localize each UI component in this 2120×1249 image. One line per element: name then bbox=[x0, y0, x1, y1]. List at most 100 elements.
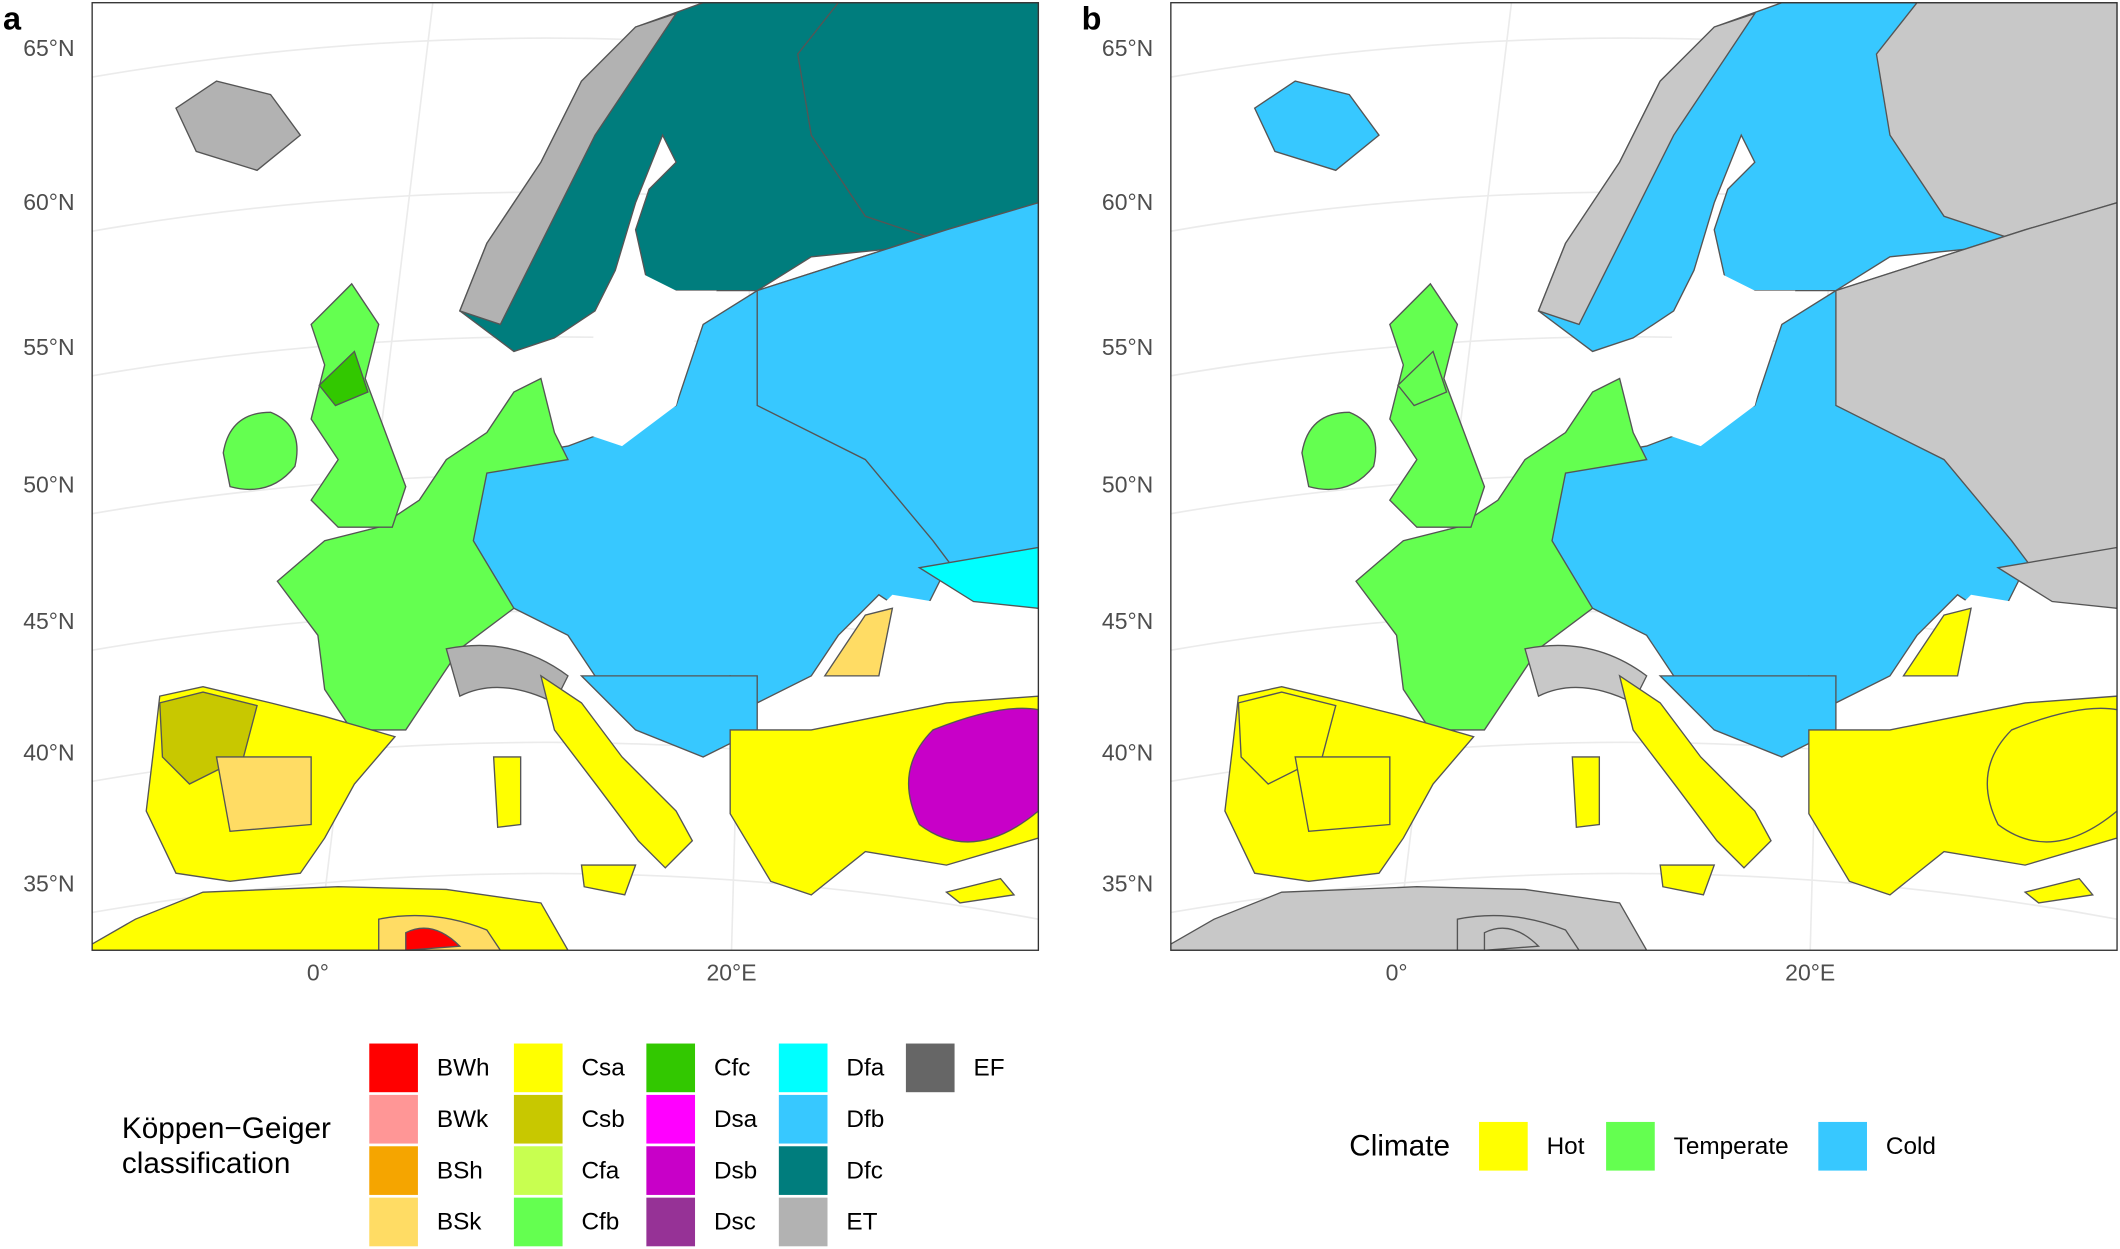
lat-label: 45°N bbox=[23, 608, 74, 634]
legend-label: Dfa bbox=[846, 1055, 884, 1082]
legend-label: Dsb bbox=[714, 1157, 757, 1184]
land-region bbox=[492, 756, 522, 829]
legend-swatch bbox=[1818, 1121, 1867, 1171]
map-panel bbox=[1170, 2, 2118, 951]
legend-swatch bbox=[513, 1094, 563, 1144]
land-region bbox=[1571, 756, 1601, 829]
lat-label: 55°N bbox=[23, 334, 74, 360]
land-region bbox=[1660, 270, 1796, 447]
legend-label: Cfb bbox=[581, 1209, 619, 1236]
legend-swatch bbox=[646, 1094, 696, 1144]
legend-label: ET bbox=[846, 1209, 877, 1236]
legend-title: Köppen−Geiger bbox=[122, 1112, 331, 1145]
land-region bbox=[539, 674, 694, 869]
land-region bbox=[215, 756, 312, 833]
land-region bbox=[580, 864, 637, 896]
legend-swatch bbox=[369, 1197, 418, 1247]
lon-label: 0° bbox=[307, 960, 329, 986]
land-region bbox=[310, 282, 407, 528]
lat-label: 50°N bbox=[1102, 472, 1153, 498]
legend-label: Dsa bbox=[714, 1106, 758, 1133]
legend-label: Cfc bbox=[714, 1055, 750, 1082]
land-region bbox=[2023, 877, 2095, 904]
legend-label: Csa bbox=[581, 1055, 625, 1082]
legend-label: Temperate bbox=[1674, 1133, 1789, 1160]
lat-label: 35°N bbox=[23, 870, 74, 896]
land-region bbox=[1388, 282, 1486, 528]
panel-label: a bbox=[3, 1, 22, 37]
panel-label: b bbox=[1082, 1, 1102, 37]
legend-swatch bbox=[513, 1146, 563, 1195]
lat-label: 40°N bbox=[1102, 739, 1153, 765]
map-panel bbox=[92, 2, 1039, 951]
legend-swatch bbox=[646, 1146, 696, 1195]
land-region bbox=[1397, 350, 1448, 407]
legend-swatch bbox=[513, 1043, 563, 1093]
land-region bbox=[318, 350, 369, 407]
lat-label: 65°N bbox=[23, 35, 74, 61]
land-region bbox=[175, 80, 302, 172]
legend-label: Dsc bbox=[714, 1209, 756, 1236]
land-region bbox=[1996, 546, 2118, 609]
legend-swatch bbox=[646, 1197, 696, 1247]
legend-label: BSh bbox=[437, 1157, 483, 1184]
legend-title: Climate bbox=[1349, 1129, 1450, 1162]
land-region bbox=[1301, 411, 1377, 491]
legend-swatch bbox=[513, 1197, 563, 1247]
lat-label: 50°N bbox=[23, 472, 74, 498]
land-region bbox=[944, 877, 1016, 904]
land-region bbox=[1902, 607, 1972, 677]
legend-swatch bbox=[905, 1043, 955, 1093]
legend-label: BSk bbox=[437, 1209, 482, 1236]
legend-label: Hot bbox=[1547, 1133, 1585, 1160]
legend-label: Dfc bbox=[846, 1157, 883, 1184]
land-region bbox=[1618, 674, 1772, 869]
lat-label: 35°N bbox=[1102, 870, 1153, 896]
lon-label: 20°E bbox=[1785, 960, 1835, 986]
land-region bbox=[908, 707, 1039, 843]
legend-label: Cold bbox=[1886, 1133, 1936, 1160]
land-region bbox=[458, 12, 678, 326]
lat-label: 55°N bbox=[1102, 334, 1153, 360]
legend-swatch bbox=[369, 1043, 418, 1093]
legend-swatch bbox=[778, 1146, 828, 1195]
land-region bbox=[1537, 12, 1757, 326]
legend-swatch bbox=[778, 1197, 828, 1247]
land-region bbox=[581, 270, 717, 447]
land-region bbox=[405, 927, 462, 951]
legend-label: Cfa bbox=[581, 1157, 619, 1184]
legend-swatch bbox=[1479, 1121, 1528, 1171]
map-layer bbox=[92, 2, 1039, 951]
lat-label: 40°N bbox=[23, 739, 74, 765]
legend-label: BWk bbox=[437, 1106, 489, 1133]
legend-swatch bbox=[369, 1094, 418, 1144]
land-region bbox=[1875, 2, 2118, 245]
legend-swatch bbox=[778, 1094, 828, 1144]
lat-label: 65°N bbox=[1102, 35, 1153, 61]
lon-label: 0° bbox=[1386, 960, 1408, 986]
lat-label: 60°N bbox=[23, 189, 74, 215]
map-layer bbox=[1170, 2, 2118, 951]
land-region bbox=[1986, 707, 2118, 843]
land-region bbox=[797, 2, 1039, 245]
land-region bbox=[222, 411, 298, 491]
panel-frame bbox=[91, 2, 1040, 951]
land-region bbox=[1294, 756, 1391, 833]
legend-swatch bbox=[1606, 1121, 1655, 1171]
panel-frame bbox=[1170, 2, 2118, 951]
legend-swatch bbox=[369, 1146, 418, 1195]
land-region bbox=[1483, 927, 1541, 951]
legend-label: Dfb bbox=[846, 1106, 884, 1133]
land-region bbox=[823, 607, 894, 677]
land-region bbox=[1659, 864, 1716, 896]
lat-label: 60°N bbox=[1102, 189, 1153, 215]
land-region bbox=[1253, 80, 1380, 172]
legend-title: classification bbox=[122, 1147, 290, 1180]
lat-label: 45°N bbox=[1102, 608, 1153, 634]
land-region bbox=[917, 546, 1039, 609]
lon-label: 20°E bbox=[706, 960, 756, 986]
legend-label: EF bbox=[973, 1055, 1004, 1082]
legend-swatch bbox=[778, 1043, 828, 1093]
legend-label: Csb bbox=[581, 1106, 624, 1133]
